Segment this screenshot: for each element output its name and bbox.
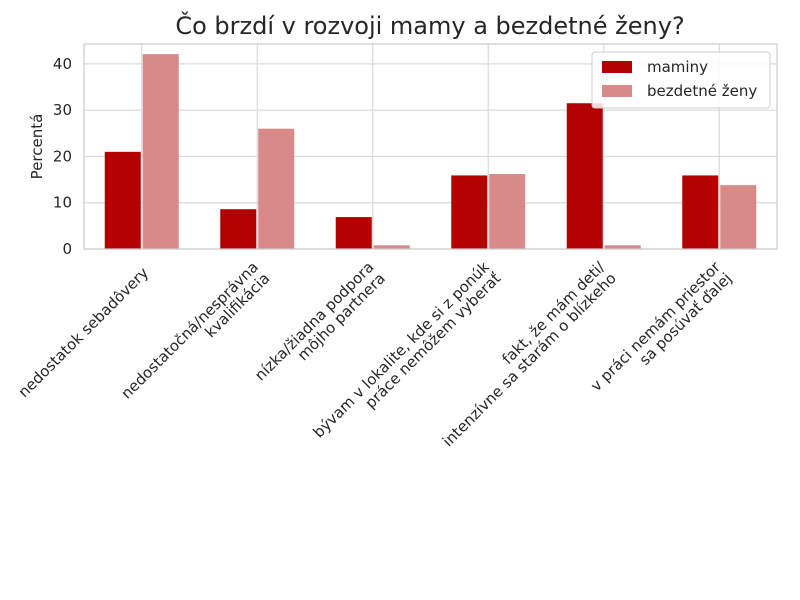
y-tick-label: 10 — [53, 194, 72, 212]
legend: maminy bezdetné ženy — [591, 51, 771, 109]
x-axis-ticks: nedostatok sebadôverynedostatočná/nesprá… — [15, 257, 736, 450]
y-tick-label: 20 — [53, 147, 72, 165]
bar-series-1 — [682, 175, 719, 249]
plot-frame — [83, 43, 778, 250]
bar-series-1 — [220, 209, 257, 249]
bar-series-2 — [720, 185, 757, 249]
bar-series-2 — [142, 54, 179, 249]
y-tick-label: 0 — [62, 240, 72, 258]
y-tick-label: 40 — [53, 55, 72, 73]
bar-series-2 — [604, 245, 641, 249]
y-tick-label: 30 — [53, 101, 72, 119]
bar-series-1 — [335, 217, 372, 249]
y-axis-ticks: 0 10 20 30 40 — [53, 55, 72, 258]
chart-title: Čo brzdí v rozvoji mamy a bezdetné ženy? — [175, 10, 684, 40]
bar-series-2 — [373, 245, 410, 249]
y-axis-label: Percentá — [28, 114, 46, 180]
bars — [104, 54, 757, 249]
legend-swatch — [602, 85, 632, 97]
legend-box — [591, 51, 771, 109]
bar-series-1 — [104, 151, 141, 249]
legend-swatch — [602, 61, 632, 73]
legend-label: bezdetné ženy — [647, 82, 757, 100]
bar-series-1 — [451, 175, 488, 249]
bar-series-2 — [489, 174, 526, 249]
bar-series-2 — [258, 128, 295, 249]
bar-series-1 — [566, 103, 603, 249]
legend-label: maminy — [647, 58, 708, 76]
